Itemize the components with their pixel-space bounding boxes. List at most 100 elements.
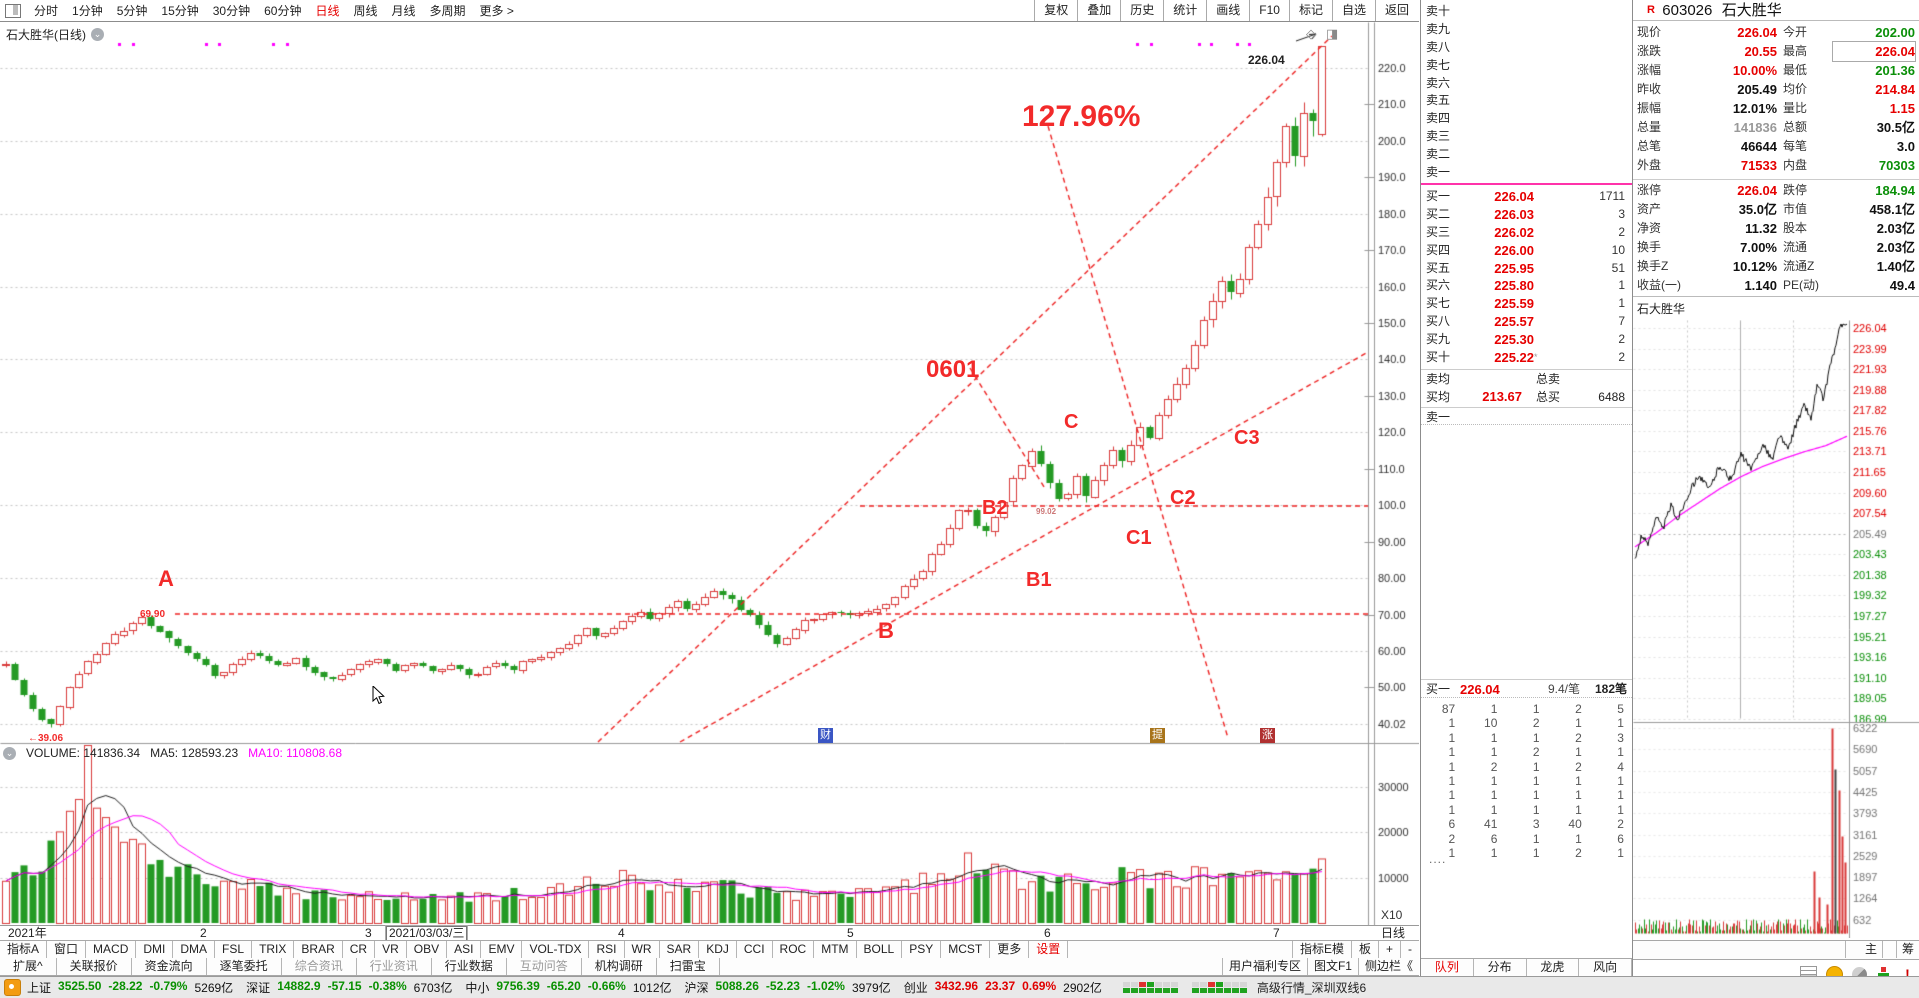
bid-row: 买七 225.59 1: [1421, 295, 1632, 313]
indicator-tab[interactable]: KDJ: [699, 941, 737, 958]
indicator-group-cell[interactable]: 窗口: [47, 941, 87, 958]
chevron-down-icon[interactable]: [91, 28, 104, 41]
toolbar-button[interactable]: 叠加: [1077, 0, 1120, 21]
indicator-tab[interactable]: SAR: [660, 941, 700, 958]
indicator-tab[interactable]: MACD: [86, 941, 137, 958]
diamond-icon[interactable]: ◇: [1306, 26, 1316, 41]
window-split-icon[interactable]: [5, 3, 21, 18]
order-panel-tab[interactable]: 队列: [1421, 959, 1474, 976]
stat-value: 12.01%: [1732, 101, 1777, 116]
tab-chips[interactable]: 筹: [1882, 941, 1919, 958]
stat-value: 2.03亿: [1876, 240, 1915, 255]
function-right-button[interactable]: 用户福利专区: [1221, 958, 1307, 975]
indicator-tab[interactable]: RSI: [589, 941, 625, 958]
function-tab[interactable]: 扫雷宝: [657, 958, 720, 975]
indicator-tab[interactable]: WR: [625, 941, 660, 958]
index-ticker[interactable]: 创业 3432.96 23.37 0.69% 2902亿: [904, 979, 1102, 996]
function-tab[interactable]: 关联报价: [57, 958, 132, 975]
function-tab[interactable]: 互动问答: [507, 958, 582, 975]
top-toolbar: 分时 1分钟 5分钟 15分钟 30分钟 60分钟 日线 周线 月线 多周期 更多 > 复权 叠加 历史…: [0, 0, 1419, 22]
connection-label[interactable]: 高级行情_深圳双线6: [1256, 981, 1367, 995]
period-tab[interactable]: 周线: [353, 4, 378, 18]
order-panel-tab[interactable]: 龙虎: [1527, 959, 1580, 976]
indicator-tab[interactable]: EMV: [481, 941, 523, 958]
stat-label: 均价: [1783, 82, 1808, 96]
indicator-tab[interactable]: VR: [375, 941, 407, 958]
function-right-button[interactable]: 侧边栏《: [1357, 958, 1419, 975]
indicator-template-button[interactable]: 指标E模: [1291, 941, 1351, 958]
period-tab[interactable]: 60分钟: [264, 4, 302, 18]
index-ticker[interactable]: 深证 14882.9 -57.15 -0.38% 6703亿: [246, 979, 452, 996]
index-ticker[interactable]: 沪深 5088.26 -52.23 -1.02% 3979亿: [685, 979, 891, 996]
function-tab[interactable]: 资金流向: [132, 958, 207, 975]
period-tab[interactable]: 多周期: [429, 4, 466, 18]
toolbar-button[interactable]: 历史: [1120, 0, 1163, 21]
indicator-tab[interactable]: CR: [343, 941, 376, 958]
index-name: 创业: [903, 981, 928, 995]
intraday-mini-chart-canvas[interactable]: [1633, 320, 1919, 938]
index-ticker[interactable]: 中小 9756.39 -65.20 -0.66% 1012亿: [465, 979, 671, 996]
event-badge[interactable]: 财: [818, 728, 833, 743]
indicator-tab[interactable]: CCI: [737, 941, 773, 958]
indicator-tab[interactable]: BRAR: [294, 941, 343, 958]
bid-volume: 10: [1611, 242, 1625, 257]
index-ticker[interactable]: 上证 3525.50 -28.22 -0.79% 5269亿: [27, 979, 233, 996]
order-panel-tab[interactable]: 分布: [1474, 959, 1527, 976]
indicator-tab[interactable]: ASI: [447, 941, 482, 958]
period-tab[interactable]: 月线: [391, 4, 416, 18]
indicator-tab[interactable]: 设置: [1029, 941, 1069, 958]
indicator-tab[interactable]: 更多: [990, 941, 1030, 958]
period-tab[interactable]: 分时: [34, 4, 59, 18]
toolbar-button[interactable]: 复权: [1034, 0, 1077, 21]
queue-cell: 2: [1490, 759, 1498, 774]
toolbar-button[interactable]: 标记: [1288, 0, 1332, 21]
chevron-down-icon[interactable]: [3, 746, 16, 760]
queue-more-indicator[interactable]: ....: [1429, 852, 1447, 866]
order-panel-tab[interactable]: 风向: [1579, 959, 1632, 976]
indicator-tab[interactable]: FSL: [215, 941, 253, 958]
toolbar-button[interactable]: 统计: [1163, 0, 1206, 21]
indicator-tab[interactable]: MTM: [814, 941, 857, 958]
panel-toggle-icon[interactable]: ◨: [1326, 26, 1339, 41]
queue-cell: 1: [1575, 788, 1582, 803]
indicator-tab[interactable]: DMI: [136, 941, 174, 958]
function-tab[interactable]: 行业资讯: [357, 958, 432, 975]
indicator-template-button[interactable]: +: [1377, 941, 1400, 958]
function-tab[interactable]: 行业数据: [432, 958, 507, 975]
indicator-tab[interactable]: VOL-TDX: [522, 941, 590, 958]
function-tab[interactable]: 扩展^: [0, 958, 57, 975]
queue-cell: 1: [1575, 745, 1582, 760]
event-badge[interactable]: 提: [1150, 728, 1165, 743]
period-tab[interactable]: 5分钟: [116, 4, 148, 18]
function-right-button[interactable]: 图文F1: [1306, 958, 1358, 975]
toolbar-button[interactable]: 自选: [1331, 0, 1375, 21]
period-tab[interactable]: 15分钟: [161, 4, 199, 18]
indicator-tab[interactable]: DMA: [173, 941, 216, 958]
function-tab[interactable]: 综合资讯: [282, 958, 357, 975]
indicator-tab[interactable]: ROC: [773, 941, 815, 958]
app-logo-icon[interactable]: [4, 979, 21, 996]
indicator-tab[interactable]: BOLL: [857, 941, 903, 958]
indicator-tab[interactable]: MCST: [941, 941, 991, 958]
chart-annotation: B: [878, 618, 894, 643]
indicator-tab[interactable]: PSY: [902, 941, 942, 958]
toolbar-button[interactable]: F10: [1249, 0, 1289, 21]
period-tab[interactable]: 1分钟: [72, 4, 103, 18]
indicator-tab[interactable]: TRIX: [252, 941, 295, 958]
indicator-tab[interactable]: OBV: [407, 941, 448, 958]
period-tab[interactable]: 更多 >: [479, 4, 514, 18]
function-tab[interactable]: 逐笔委托: [207, 958, 282, 975]
tab-main[interactable]: 主: [1845, 941, 1897, 958]
period-tab[interactable]: 日线: [315, 4, 340, 18]
period-tab[interactable]: 30分钟: [212, 4, 251, 18]
indicator-template-button[interactable]: -: [1400, 941, 1419, 958]
indicator-group-cell[interactable]: 指标A: [0, 941, 48, 958]
toolbar-button[interactable]: 画线: [1206, 0, 1249, 21]
time-axis[interactable]: 日线 2021年 2 3 2021/03/03/三 4 5 6 7: [0, 925, 1419, 942]
indicator-template-button[interactable]: 板: [1350, 941, 1378, 958]
main-chart-canvas[interactable]: [0, 22, 1419, 925]
stat-label: 总额: [1783, 120, 1808, 134]
function-tab[interactable]: 机构调研: [582, 958, 657, 975]
event-badge[interactable]: 涨: [1260, 728, 1275, 743]
toolbar-button[interactable]: 返回: [1374, 0, 1418, 21]
